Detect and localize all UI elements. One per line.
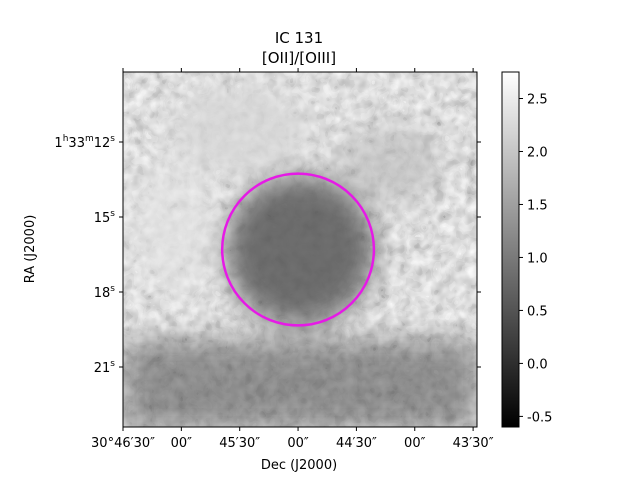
colorbar-tick-label: 0.0 [527,357,548,372]
plot-frame [122,71,478,428]
colorbar-tick-label: 2.0 [527,145,548,160]
y-tick-label: 1h33m12s [54,134,115,151]
image-panel [123,72,477,427]
colorbar-tick-label: 1.5 [527,198,548,213]
colorbar-tick-label: 1.0 [527,251,548,266]
y-axis-label: RA (J2000) [23,215,38,284]
x-tick-label: 30°46′30″ [91,436,155,451]
x-tick-label: 45′30″ [219,436,260,451]
region-circle [220,172,376,327]
colorbar-tick-label: 0.5 [527,304,548,319]
x-tick-label: 43′30″ [453,436,494,451]
colorbar [501,71,520,428]
colorbar-tick-label: -0.5 [527,410,552,425]
x-tick-label: 00″ [404,436,426,451]
x-axis: 30°46′30″ 00″ 45′30″ 00″ 44′30″ 00″ 43′30″ [91,68,494,451]
y-tick-label: 15s [94,209,116,226]
x-tick-label: 00″ [171,436,193,451]
x-tick-label: 44′30″ [336,436,377,451]
chart-subtitle: [OII]/[OIII] [262,49,336,67]
colorbar-axis: -0.5 0.0 0.5 1.0 1.5 2.0 2.5 [519,92,552,425]
colorbar-tick-label: 2.5 [527,92,548,107]
y-axis: 1h33m12s 15s 18s 21s [54,134,481,376]
x-tick-label: 00″ [287,436,309,451]
y-tick-label: 21s [94,359,116,376]
chart-title: IC 131 [275,29,323,47]
y-tick-label: 18s [94,284,116,301]
x-axis-label: Dec (J2000) [261,458,337,473]
